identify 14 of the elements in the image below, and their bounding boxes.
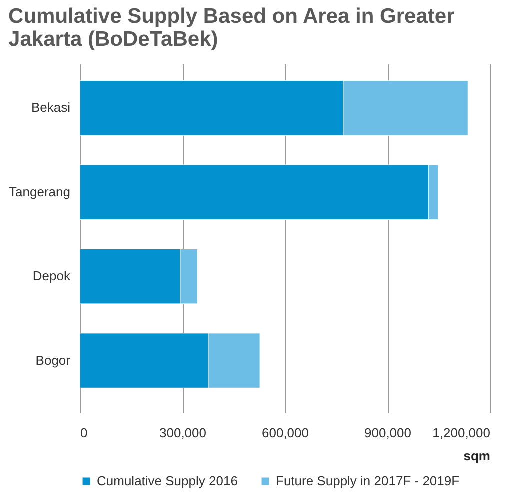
x-tick-label: 900,000 xyxy=(364,426,412,440)
legend-label: Cumulative Supply 2016 xyxy=(97,474,238,489)
y-tick-label: Tangerang xyxy=(9,184,70,200)
y-tick-label: Depok xyxy=(32,268,71,284)
y-tick-label: Bekasi xyxy=(31,100,71,116)
text: Jakarta (BoDeTaBek) xyxy=(8,28,218,51)
x-tick-label: 0 xyxy=(80,426,88,440)
text: Cumulative Supply Based on Area in Greater xyxy=(8,5,455,28)
legend-label: Future Supply in 2017F - 2019F xyxy=(276,474,460,489)
x-tick-label: 600,000 xyxy=(262,426,309,440)
y-tick-label: Bogor xyxy=(36,352,72,368)
x-tick-label: 300,000 xyxy=(160,426,206,440)
x-tick-label: 1,200,000 xyxy=(432,426,490,440)
x-axis-title: sqm xyxy=(464,448,490,464)
